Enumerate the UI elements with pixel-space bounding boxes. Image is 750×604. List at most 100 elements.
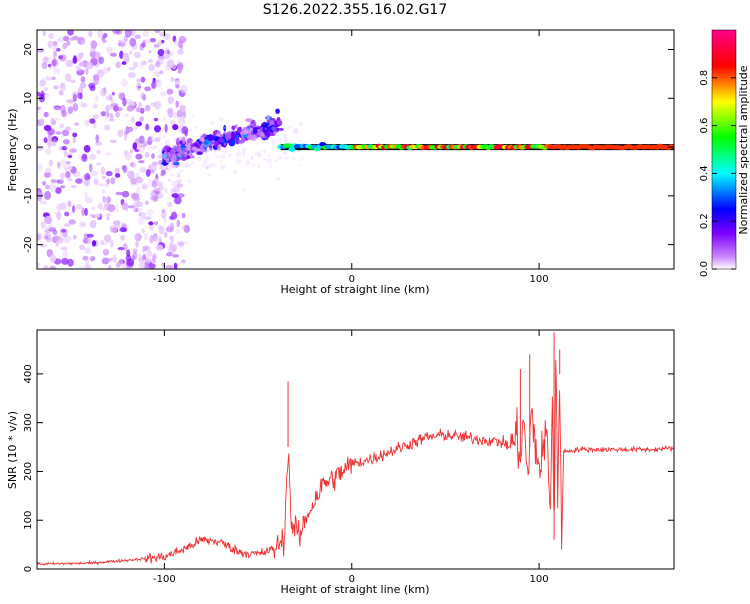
noise-blob xyxy=(80,101,86,108)
noise-blob xyxy=(61,257,69,265)
noise-blob xyxy=(127,171,131,176)
noise-blob xyxy=(106,178,111,185)
halo-blob xyxy=(147,146,153,152)
noise-blob xyxy=(97,30,104,39)
noise-blob xyxy=(173,196,182,205)
noise-blob xyxy=(165,264,174,269)
noise-blob xyxy=(164,123,168,133)
halo-blob xyxy=(206,147,212,153)
halo-blob xyxy=(192,146,197,151)
noise-blob xyxy=(60,246,68,251)
noise-blob xyxy=(67,30,74,36)
noise-blob xyxy=(181,126,189,135)
noise-blob xyxy=(43,124,52,132)
x-tick-label: -100 xyxy=(153,574,176,585)
noise-blob xyxy=(66,40,71,46)
halo-blob xyxy=(161,156,166,160)
halo-blob xyxy=(162,135,166,139)
noise-blob xyxy=(173,262,178,269)
noise-blob xyxy=(128,66,136,71)
noise-blob xyxy=(171,193,179,198)
noise-blob xyxy=(167,107,174,114)
noise-blob xyxy=(44,228,52,234)
noise-blob xyxy=(135,153,143,160)
noise-blob xyxy=(138,212,142,217)
band-blob xyxy=(217,134,224,138)
noise-blob xyxy=(145,169,151,177)
noise-blob xyxy=(96,69,105,78)
band-blob xyxy=(207,134,215,142)
halo-blob xyxy=(276,176,281,181)
halo-blob xyxy=(178,135,184,142)
halo-blob xyxy=(278,138,282,142)
noise-blob xyxy=(138,135,145,144)
noise-blob xyxy=(150,190,158,199)
band-blob xyxy=(235,134,239,139)
noise-blob xyxy=(157,181,163,187)
noise-blob xyxy=(169,242,174,249)
noise-blob xyxy=(129,105,134,109)
halo-blob xyxy=(298,139,302,143)
noise-blob xyxy=(153,221,159,226)
noise-blob xyxy=(56,203,63,212)
halo-blob xyxy=(196,156,202,162)
noise-blob xyxy=(91,240,97,247)
noise-blob xyxy=(79,62,85,67)
halo-blob xyxy=(236,155,239,158)
halo-blob xyxy=(158,135,162,139)
noise-blob xyxy=(171,180,179,188)
noise-blob xyxy=(64,165,68,172)
halo-blob xyxy=(205,165,209,169)
halo-blob xyxy=(252,137,257,142)
snr-plot-area xyxy=(37,332,674,566)
noise-blob xyxy=(113,220,121,226)
halo-blob xyxy=(242,150,245,153)
halo-blob xyxy=(284,150,289,156)
noise-blob xyxy=(130,177,137,185)
noise-blob xyxy=(53,235,61,242)
halo-blob xyxy=(245,160,252,166)
halo-blob xyxy=(204,165,210,171)
noise-blob xyxy=(132,248,138,253)
noise-blob xyxy=(51,76,56,81)
noise-blob xyxy=(124,113,129,118)
halo-blob xyxy=(201,162,207,168)
noise-blob xyxy=(166,252,173,257)
noise-blob xyxy=(86,233,94,238)
noise-blob xyxy=(44,57,52,60)
noise-blob xyxy=(78,244,86,251)
noise-blob xyxy=(51,58,59,67)
noise-blob xyxy=(37,48,45,53)
y-tick-label: -10 xyxy=(23,188,34,204)
halo-blob xyxy=(199,132,204,136)
noise-blob xyxy=(153,70,161,77)
band-blob xyxy=(196,151,204,155)
noise-blob xyxy=(59,83,65,89)
noise-blob xyxy=(148,221,154,226)
noise-blob xyxy=(119,227,127,233)
noise-blob xyxy=(92,103,99,109)
noise-blob xyxy=(139,167,147,173)
noise-blob xyxy=(178,242,184,248)
noise-blob xyxy=(69,148,77,153)
noise-blob xyxy=(170,188,176,193)
noise-blob xyxy=(48,33,55,40)
noise-blob xyxy=(85,61,94,70)
noise-blob xyxy=(127,170,135,180)
noise-blob xyxy=(139,116,145,122)
halo-blob xyxy=(223,142,227,145)
band-blob xyxy=(224,132,232,140)
noise-blob xyxy=(75,178,83,184)
noise-blob xyxy=(175,100,179,108)
band-blob xyxy=(186,138,193,144)
noise-blob xyxy=(130,148,134,154)
halo-blob xyxy=(255,142,259,145)
noise-blob xyxy=(105,152,112,156)
noise-blob xyxy=(131,116,135,124)
noise-blob xyxy=(41,62,48,70)
noise-blob xyxy=(71,184,77,189)
noise-blob xyxy=(176,241,185,246)
noise-blob xyxy=(149,223,154,231)
band-blob xyxy=(276,120,283,125)
